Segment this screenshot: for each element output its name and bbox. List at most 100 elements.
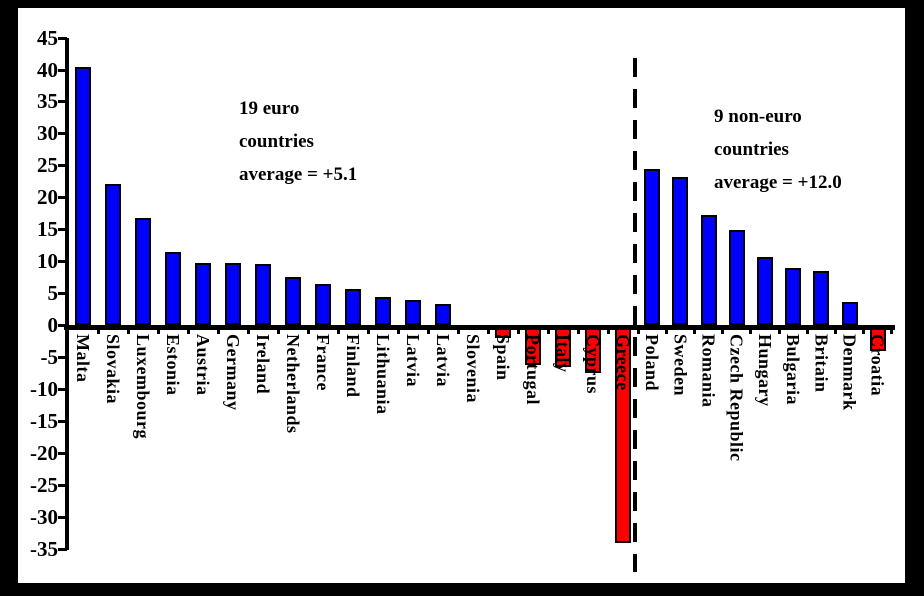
country-label: Croatia xyxy=(867,334,888,397)
y-tick-label: 40 xyxy=(37,57,58,82)
x-tick-mark xyxy=(516,325,520,334)
bar-poland xyxy=(644,168,661,325)
bar-latvia xyxy=(435,303,451,325)
country-label: Romania xyxy=(698,334,719,408)
x-tick-mark xyxy=(692,325,696,334)
x-tick-mark xyxy=(276,325,280,334)
x-tick-mark xyxy=(805,325,809,334)
y-tick-mark xyxy=(58,132,67,136)
country-label: Austria xyxy=(193,334,213,396)
y-tick-mark xyxy=(58,36,67,40)
country-label: Sweden xyxy=(670,334,691,397)
y-tick-mark xyxy=(58,196,67,200)
y-tick-label: 30 xyxy=(37,121,58,146)
x-tick-mark xyxy=(833,325,837,334)
y-tick-label: 20 xyxy=(37,185,58,210)
country-label: Slovenia xyxy=(463,334,483,404)
country-label: Hungary xyxy=(754,334,775,407)
x-tick-mark xyxy=(336,325,340,334)
x-tick-mark xyxy=(306,325,310,334)
country-label: Portugal xyxy=(523,334,543,405)
x-tick-mark xyxy=(126,325,130,334)
bar-latvia xyxy=(405,300,421,325)
y-tick-mark xyxy=(58,515,67,519)
country-label: Denmark xyxy=(839,334,860,411)
country-label: Malta xyxy=(73,334,93,383)
y-tick-mark xyxy=(58,260,67,264)
bar-bulgaria xyxy=(785,268,802,325)
y-tick-label: 25 xyxy=(37,153,58,178)
country-label: Estonia xyxy=(163,334,183,396)
x-tick-mark xyxy=(890,325,894,334)
country-label: Britain xyxy=(811,334,832,393)
non-euro-group-annotation: 9 non-euro countries average = +12.0 xyxy=(714,100,842,199)
euro-group-annotation: 19 euro countries average = +5.1 xyxy=(239,92,357,191)
y-tick-label: 5 xyxy=(47,281,59,306)
country-label: Czech Republic xyxy=(726,334,747,462)
x-tick-mark xyxy=(636,325,640,334)
y-tick-label: -35 xyxy=(30,536,58,561)
y-tick-mark xyxy=(58,547,67,551)
bar-france xyxy=(315,284,331,325)
y-tick-mark xyxy=(58,324,67,327)
country-label: Ireland xyxy=(253,334,273,395)
bar-netherlands xyxy=(285,277,301,325)
bar-romania xyxy=(700,215,717,325)
bar-hungary xyxy=(756,257,773,325)
y-tick-label: -15 xyxy=(30,408,58,433)
country-label: Italy xyxy=(553,334,573,373)
y-tick-label: -10 xyxy=(30,376,58,401)
country-label: Bulgaria xyxy=(783,334,804,406)
x-tick-mark xyxy=(426,325,430,334)
country-label: Slovakia xyxy=(103,334,123,405)
group-separator-dashed-line xyxy=(633,58,637,572)
x-tick-mark xyxy=(777,325,781,334)
bar-malta xyxy=(75,66,91,325)
y-tick-mark xyxy=(58,68,67,72)
x-tick-mark xyxy=(216,325,220,334)
x-tick-mark xyxy=(366,325,370,334)
y-tick-label: 15 xyxy=(37,217,58,242)
country-label: Lithuania xyxy=(373,334,393,415)
chart-panel: 45 40 35 30 25 20 15 10 5 0 -5 -10 -15 -20 -25 -30 -35 M… xyxy=(18,8,905,583)
bar-austria xyxy=(195,263,211,325)
bar-luxembourg xyxy=(135,217,151,325)
y-tick-mark xyxy=(58,100,67,104)
y-tick-mark xyxy=(58,387,67,391)
x-tick-mark xyxy=(96,325,100,334)
x-tick-mark xyxy=(186,325,190,334)
x-tick-mark xyxy=(546,325,550,334)
annotation-line: 9 non-euro xyxy=(714,106,802,127)
x-tick-mark xyxy=(664,325,668,334)
x-tick-mark xyxy=(396,325,400,334)
bar-germany xyxy=(225,263,241,325)
bar-estonia xyxy=(165,252,181,325)
y-tick-mark xyxy=(58,419,67,423)
x-tick-mark xyxy=(456,325,460,334)
x-tick-mark xyxy=(862,325,866,334)
country-label: Greece xyxy=(613,334,633,391)
y-tick-label: -30 xyxy=(30,504,58,529)
y-tick-label: -20 xyxy=(30,440,58,465)
annotation-line: 19 euro xyxy=(239,98,300,119)
y-tick-label: 35 xyxy=(37,89,58,114)
bar-slovakia xyxy=(105,184,121,325)
x-tick-mark xyxy=(721,325,725,334)
y-tick-label: 45 xyxy=(37,25,58,50)
bar-britain xyxy=(813,271,830,325)
annotation-line: countries xyxy=(239,131,314,152)
x-tick-mark xyxy=(576,325,580,334)
bar-finland xyxy=(345,289,361,325)
annotation-line: average = +12.0 xyxy=(714,172,842,193)
x-tick-mark xyxy=(749,325,753,334)
country-label: Luxembourg xyxy=(133,334,153,440)
y-tick-mark xyxy=(58,483,67,487)
y-tick-label: 10 xyxy=(37,249,58,274)
country-label: Netherlands xyxy=(283,334,303,434)
x-tick-mark xyxy=(486,325,490,334)
country-label: Latvia xyxy=(403,334,423,388)
country-label: Latvia xyxy=(433,334,453,388)
y-tick-mark xyxy=(58,228,67,232)
country-label: Finland xyxy=(343,334,363,398)
